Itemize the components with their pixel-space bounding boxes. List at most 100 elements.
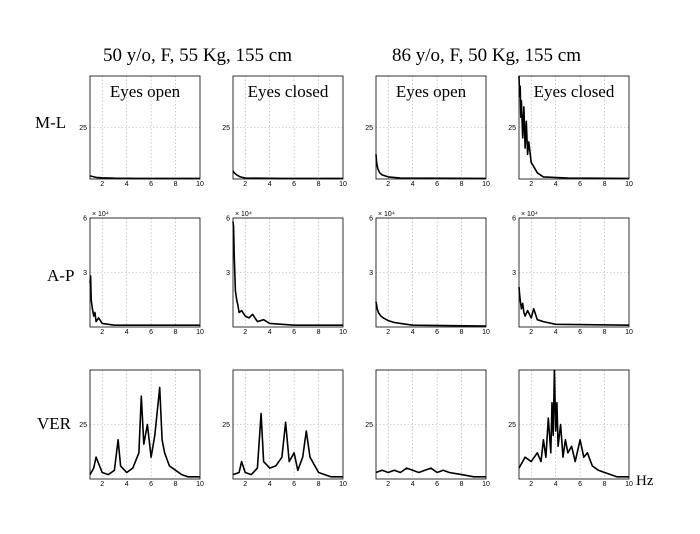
axis-frame bbox=[518, 75, 630, 180]
y-exponent-label: × 10⁴ bbox=[521, 211, 538, 218]
panel-r1-c0: 2 4 6 8 10 3 6 × 10⁴ bbox=[83, 211, 204, 336]
x-tick-label: 10 bbox=[625, 329, 633, 336]
y-exponent-label: × 10⁴ bbox=[235, 211, 252, 218]
spectrum-line bbox=[89, 275, 200, 327]
panel-r0-c2: 2 4 6 8 10 25 Eyes open bbox=[365, 75, 490, 188]
row-label-ap: A-P bbox=[47, 266, 74, 285]
x-tick-label: 4 bbox=[554, 481, 558, 488]
y-tick-label: 3 bbox=[369, 270, 373, 277]
x-tick-label: 8 bbox=[603, 329, 607, 336]
subject-title-2: 86 y/o, F, 50 Kg, 155 cm bbox=[392, 45, 581, 66]
x-tick-label: 10 bbox=[196, 481, 204, 488]
x-tick-label: 4 bbox=[411, 181, 415, 188]
x-tick-label: 6 bbox=[435, 181, 439, 188]
panel-r1-c3: 2 4 6 8 10 3 6 × 10⁴ bbox=[512, 211, 633, 336]
y-tick-label: 3 bbox=[512, 270, 516, 277]
spectrum-line bbox=[375, 467, 486, 478]
x-tick-label: 2 bbox=[529, 329, 533, 336]
x-tick-label: 6 bbox=[292, 329, 296, 336]
y-tick-label: 25 bbox=[365, 422, 373, 429]
x-tick-label: 2 bbox=[100, 329, 104, 336]
panel-r0-c1: 2 4 6 8 10 25 Eyes closed bbox=[222, 75, 347, 188]
x-tick-label: 6 bbox=[149, 329, 153, 336]
x-tick-label: 8 bbox=[317, 181, 321, 188]
x-tick-label: 4 bbox=[125, 181, 129, 188]
panel-label-eyes-closed: Eyes closed bbox=[248, 82, 329, 101]
x-tick-label: 10 bbox=[339, 481, 347, 488]
x-tick-label: 2 bbox=[529, 481, 533, 488]
spectrum-line bbox=[89, 175, 200, 180]
x-tick-label: 10 bbox=[196, 329, 204, 336]
spectrum-line bbox=[232, 170, 343, 180]
x-tick-label: 10 bbox=[625, 481, 633, 488]
x-tick-label: 8 bbox=[603, 481, 607, 488]
x-tick-label: 2 bbox=[529, 181, 533, 188]
y-tick-label: 25 bbox=[508, 422, 516, 429]
axis-frame bbox=[375, 217, 487, 328]
panel-label-eyes-closed: Eyes closed bbox=[534, 82, 615, 101]
axis-frame bbox=[232, 217, 344, 328]
y-tick-label: 25 bbox=[222, 422, 230, 429]
x-tick-label: 6 bbox=[435, 329, 439, 336]
x-tick-label: 4 bbox=[554, 181, 558, 188]
x-tick-label: 4 bbox=[411, 481, 415, 488]
panel-r1-c1: 2 4 6 8 10 3 6 × 10⁴ bbox=[226, 211, 347, 336]
y-tick-label: 25 bbox=[79, 125, 87, 132]
x-tick-label: 2 bbox=[386, 481, 390, 488]
x-tick-label: 2 bbox=[243, 181, 247, 188]
y-tick-label: 25 bbox=[365, 125, 373, 132]
x-tick-label: 6 bbox=[578, 329, 582, 336]
x-tick-label: 6 bbox=[149, 481, 153, 488]
x-tick-label: 10 bbox=[339, 181, 347, 188]
x-tick-label: 10 bbox=[196, 181, 204, 188]
x-tick-label: 6 bbox=[435, 481, 439, 488]
x-tick-label: 2 bbox=[243, 481, 247, 488]
x-tick-label: 6 bbox=[149, 181, 153, 188]
x-tick-label: 4 bbox=[268, 181, 272, 188]
x-tick-label: 8 bbox=[317, 329, 321, 336]
axis-frame bbox=[518, 217, 630, 328]
panels-group: 2 4 6 8 10 25 Eyes open 2 4 6 8 10 25 Eyes closed 2 4 6 8… bbox=[79, 75, 633, 488]
row-label-ver: VER bbox=[37, 414, 72, 433]
panel-r1-c2: 2 4 6 8 10 3 6 × 10⁴ bbox=[369, 211, 490, 336]
spectrum-line bbox=[518, 286, 630, 326]
panel-r0-c0: 2 4 6 8 10 25 Eyes open bbox=[79, 75, 204, 188]
x-tick-label: 6 bbox=[578, 181, 582, 188]
panel-label-eyes-open: Eyes open bbox=[396, 82, 467, 101]
panel-label-eyes-open: Eyes open bbox=[110, 82, 181, 101]
x-tick-label: 8 bbox=[174, 329, 178, 336]
spectrum-line bbox=[375, 154, 487, 180]
x-tick-label: 4 bbox=[554, 329, 558, 336]
x-tick-label: 6 bbox=[292, 181, 296, 188]
axis-frame bbox=[89, 217, 201, 328]
x-tick-label: 4 bbox=[125, 481, 129, 488]
y-tick-label: 25 bbox=[508, 125, 516, 132]
panel-r0-c3: 2 4 6 8 10 25 Eyes closed bbox=[508, 75, 633, 188]
x-tick-label: 2 bbox=[100, 481, 104, 488]
panel-r2-c3: 2 4 6 8 10 25 bbox=[508, 369, 633, 488]
spectrum-line bbox=[232, 221, 343, 327]
spectrum-line bbox=[89, 386, 200, 478]
x-tick-label: 8 bbox=[174, 181, 178, 188]
x-tick-label: 10 bbox=[482, 181, 490, 188]
x-tick-label: 6 bbox=[292, 481, 296, 488]
y-exponent-label: × 10⁴ bbox=[92, 211, 109, 218]
x-tick-label: 2 bbox=[386, 181, 390, 188]
x-tick-label: 4 bbox=[268, 329, 272, 336]
spectrum-line bbox=[518, 75, 630, 180]
row-label-ml: M-L bbox=[35, 113, 66, 132]
x-tick-label: 10 bbox=[625, 181, 633, 188]
panel-r2-c1: 2 4 6 8 10 25 bbox=[222, 369, 347, 488]
y-tick-label: 6 bbox=[83, 216, 87, 223]
x-tick-label: 8 bbox=[460, 181, 464, 188]
x-tick-label: 4 bbox=[411, 329, 415, 336]
y-tick-label: 25 bbox=[222, 125, 230, 132]
x-tick-label: 10 bbox=[339, 329, 347, 336]
x-unit-label: Hz bbox=[636, 473, 654, 489]
y-tick-label: 6 bbox=[369, 216, 373, 223]
y-tick-label: 25 bbox=[79, 422, 87, 429]
x-tick-label: 4 bbox=[125, 329, 129, 336]
y-tick-label: 3 bbox=[226, 270, 230, 277]
x-tick-label: 8 bbox=[174, 481, 178, 488]
spectrum-line bbox=[375, 301, 487, 327]
